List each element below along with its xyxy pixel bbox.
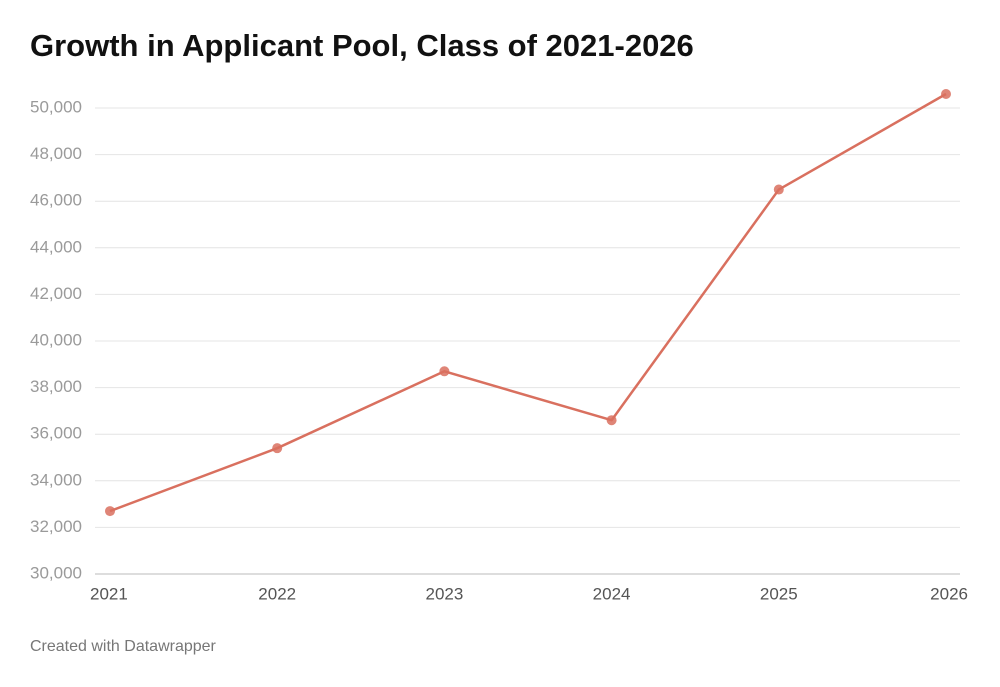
y-tick-label: 46,000	[30, 191, 82, 210]
x-tick-label: 2021	[90, 584, 128, 603]
data-point	[773, 184, 784, 195]
y-tick-label: 44,000	[30, 237, 82, 256]
y-tick-label: 50,000	[30, 97, 82, 116]
x-tick-label: 2022	[258, 584, 296, 603]
x-tick-label: 2025	[760, 584, 798, 603]
y-tick-label: 34,000	[30, 470, 82, 489]
y-tick-label: 36,000	[30, 424, 82, 443]
y-tick-label: 30,000	[30, 563, 82, 582]
x-tick-label: 2026	[930, 584, 968, 603]
y-tick-label: 32,000	[30, 517, 82, 536]
footer: Created with Datawrapper	[30, 638, 217, 655]
y-tick-label: 40,000	[30, 330, 82, 349]
data-point	[105, 506, 115, 517]
y-tick-label: 48,000	[30, 144, 82, 163]
data-point	[439, 366, 450, 377]
series-line	[109, 92, 947, 513]
data-point	[272, 443, 283, 454]
x-tick-label: 2024	[593, 584, 631, 603]
y-tick-label: 38,000	[30, 377, 82, 396]
y-tick-label: 42,000	[30, 284, 82, 303]
x-tick-label: 2023	[425, 584, 463, 603]
chart-title: Growth in Applicant Pool, Class of 2021-…	[30, 28, 694, 63]
data-point	[606, 415, 617, 426]
data-point	[941, 89, 951, 100]
